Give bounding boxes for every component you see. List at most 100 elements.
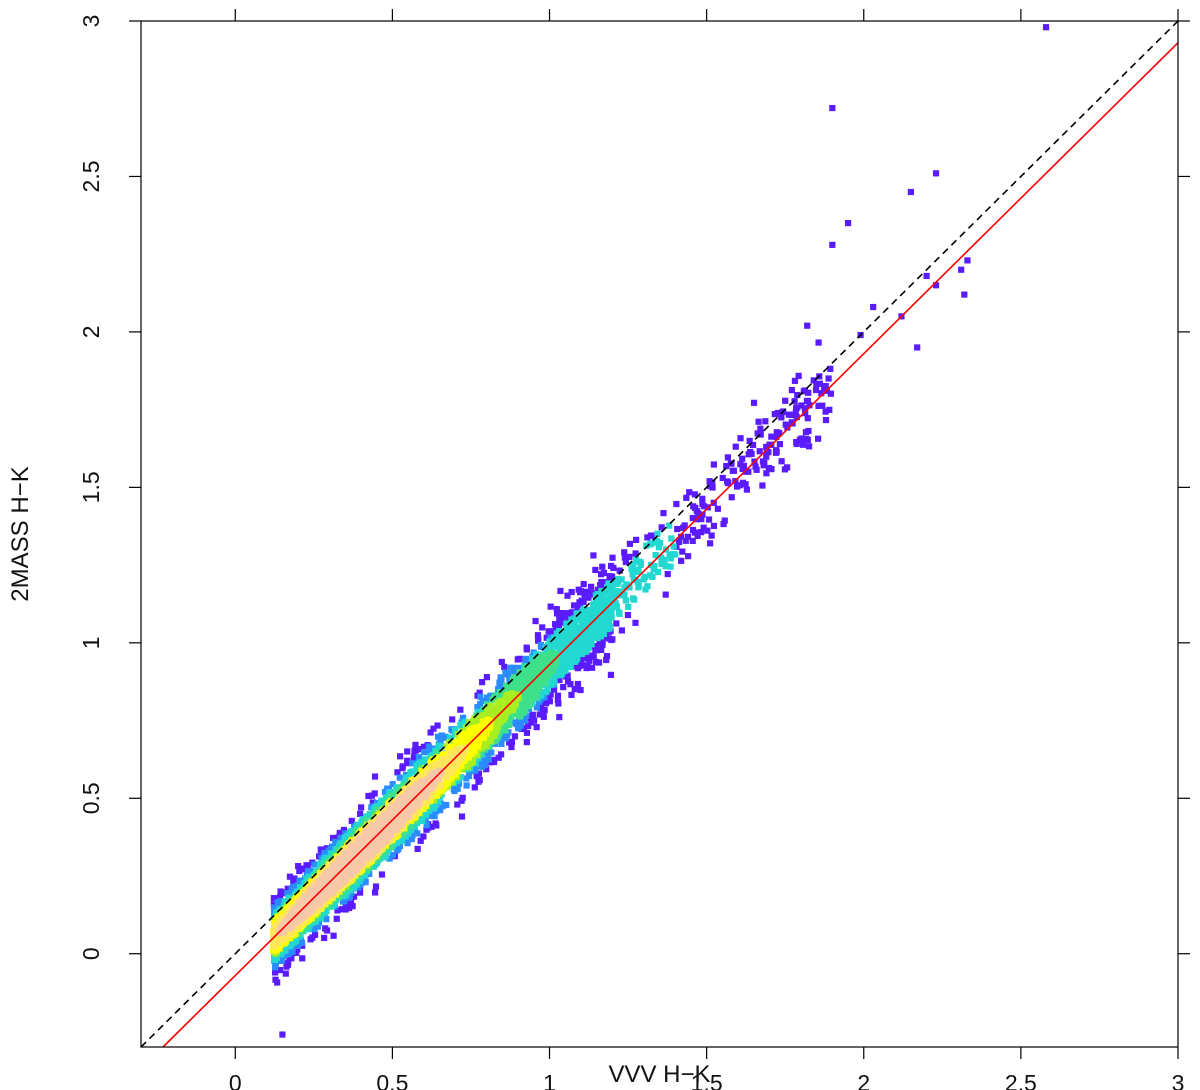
- density-point: [543, 645, 551, 652]
- density-point: [668, 535, 675, 542]
- density-point: [478, 679, 486, 686]
- density-point: [753, 466, 760, 473]
- density-point: [520, 694, 528, 701]
- density-point: [389, 781, 396, 788]
- density-point: [728, 494, 735, 501]
- density-point: [430, 763, 437, 770]
- density-point: [282, 952, 289, 959]
- density-point: [498, 740, 505, 748]
- density-point: [678, 533, 685, 540]
- density-point: [632, 556, 640, 563]
- density-point: [666, 551, 673, 558]
- density-point: [484, 701, 491, 708]
- density-point: [654, 530, 661, 537]
- density-point: [501, 663, 508, 670]
- density-point: [547, 603, 554, 610]
- density-point: [522, 707, 529, 714]
- density-point: [381, 788, 389, 796]
- density-point: [293, 949, 300, 956]
- density-point: [454, 801, 461, 808]
- density-point: [520, 684, 527, 691]
- density-point: [394, 823, 401, 830]
- density-point: [284, 890, 291, 897]
- density-point: [578, 656, 585, 663]
- density-point: [502, 710, 510, 717]
- density-point: [737, 435, 744, 442]
- density-point: [529, 712, 536, 719]
- density-point: [597, 633, 604, 640]
- density-points: [269, 24, 1050, 1038]
- density-point: [503, 685, 510, 692]
- density-point: [573, 648, 580, 655]
- density-point: [407, 769, 414, 776]
- density-point: [493, 709, 500, 716]
- density-point: [374, 806, 381, 813]
- density-point: [798, 402, 805, 409]
- density-point: [564, 663, 571, 670]
- density-point: [603, 656, 610, 664]
- density-point: [822, 408, 829, 415]
- density-point: [542, 700, 550, 707]
- density-point: [395, 846, 402, 853]
- density-point: [483, 740, 490, 748]
- density-point: [583, 664, 590, 672]
- density-point: [453, 738, 461, 745]
- density-point: [331, 858, 338, 865]
- density-point: [372, 889, 379, 896]
- density-point: [443, 764, 450, 772]
- density-point: [338, 906, 345, 913]
- density-point: [822, 383, 829, 390]
- density-point: [682, 537, 689, 544]
- density-point: [506, 720, 513, 727]
- density-point: [562, 636, 570, 644]
- density-point: [577, 686, 584, 694]
- density-point: [599, 563, 606, 570]
- density-point: [686, 489, 693, 496]
- density-point: [473, 773, 480, 780]
- density-point: [387, 842, 395, 850]
- density-point: [674, 525, 681, 533]
- density-point: [580, 598, 587, 605]
- density-point: [299, 955, 306, 962]
- density-point: [544, 658, 551, 665]
- density-point: [729, 467, 736, 474]
- density-point: [303, 862, 310, 869]
- density-point: [820, 386, 828, 393]
- density-point: [559, 649, 566, 656]
- density-point: [826, 406, 833, 413]
- density-point: [277, 937, 284, 944]
- density-point: [535, 637, 542, 644]
- density-point: [643, 542, 650, 549]
- density-point: [506, 739, 513, 746]
- density-point: [689, 514, 696, 522]
- density-point: [426, 765, 434, 772]
- density-point: [534, 686, 541, 693]
- density-point: [446, 767, 453, 775]
- density-point: [329, 834, 337, 842]
- density-point: [478, 744, 486, 752]
- density-point: [558, 656, 565, 663]
- density-point: [447, 743, 454, 750]
- density-point: [593, 658, 600, 666]
- density-point: [548, 681, 555, 688]
- density-point: [621, 591, 628, 598]
- density-point: [528, 690, 536, 697]
- density-point: [339, 889, 346, 896]
- density-point: [605, 618, 612, 625]
- density-point: [494, 724, 501, 731]
- density-point: [597, 582, 604, 589]
- density-point: [333, 915, 340, 922]
- density-point: [288, 955, 295, 962]
- density-point: [386, 855, 393, 862]
- density-point: [704, 527, 711, 534]
- density-point: [356, 889, 364, 896]
- density-point: [477, 701, 484, 708]
- density-point: [317, 846, 324, 853]
- density-point: [616, 609, 623, 616]
- density-point: [396, 836, 403, 843]
- density-point: [435, 787, 442, 794]
- density-point: [270, 943, 277, 950]
- density-point: [732, 443, 739, 450]
- density-point: [274, 979, 281, 986]
- density-point: [458, 774, 465, 781]
